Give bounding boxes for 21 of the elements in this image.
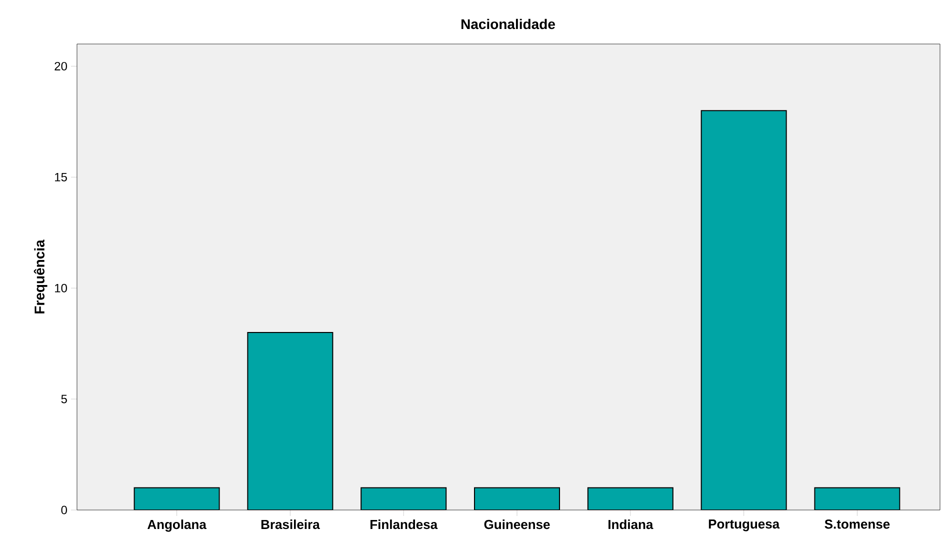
bar xyxy=(588,488,673,510)
x-tick-label: Portuguesa xyxy=(708,520,780,532)
x-tick-label: Indiana xyxy=(608,520,654,530)
bar xyxy=(134,488,220,510)
chart-title: Nacionalidade xyxy=(461,18,555,30)
y-tick-label: 0 xyxy=(61,506,67,514)
y-tick-label: 15 xyxy=(55,172,67,182)
x-tick-label: Angolana xyxy=(148,520,206,532)
bar xyxy=(248,332,333,510)
y-axis-title: Frequência xyxy=(34,240,48,314)
y-tick-label: 20 xyxy=(54,62,67,70)
y-tick-label: 10 xyxy=(55,284,67,292)
x-tick-label: S.tomense xyxy=(824,520,890,529)
bar xyxy=(474,488,560,510)
y-tick-label: 5 xyxy=(61,394,67,404)
bar xyxy=(361,488,446,510)
x-tick-label: Guineense xyxy=(484,520,550,530)
x-tick-label: Finlandesa xyxy=(370,520,438,530)
bar xyxy=(701,110,786,510)
bar xyxy=(814,487,900,510)
x-tick-label: Brasileira xyxy=(261,520,320,530)
